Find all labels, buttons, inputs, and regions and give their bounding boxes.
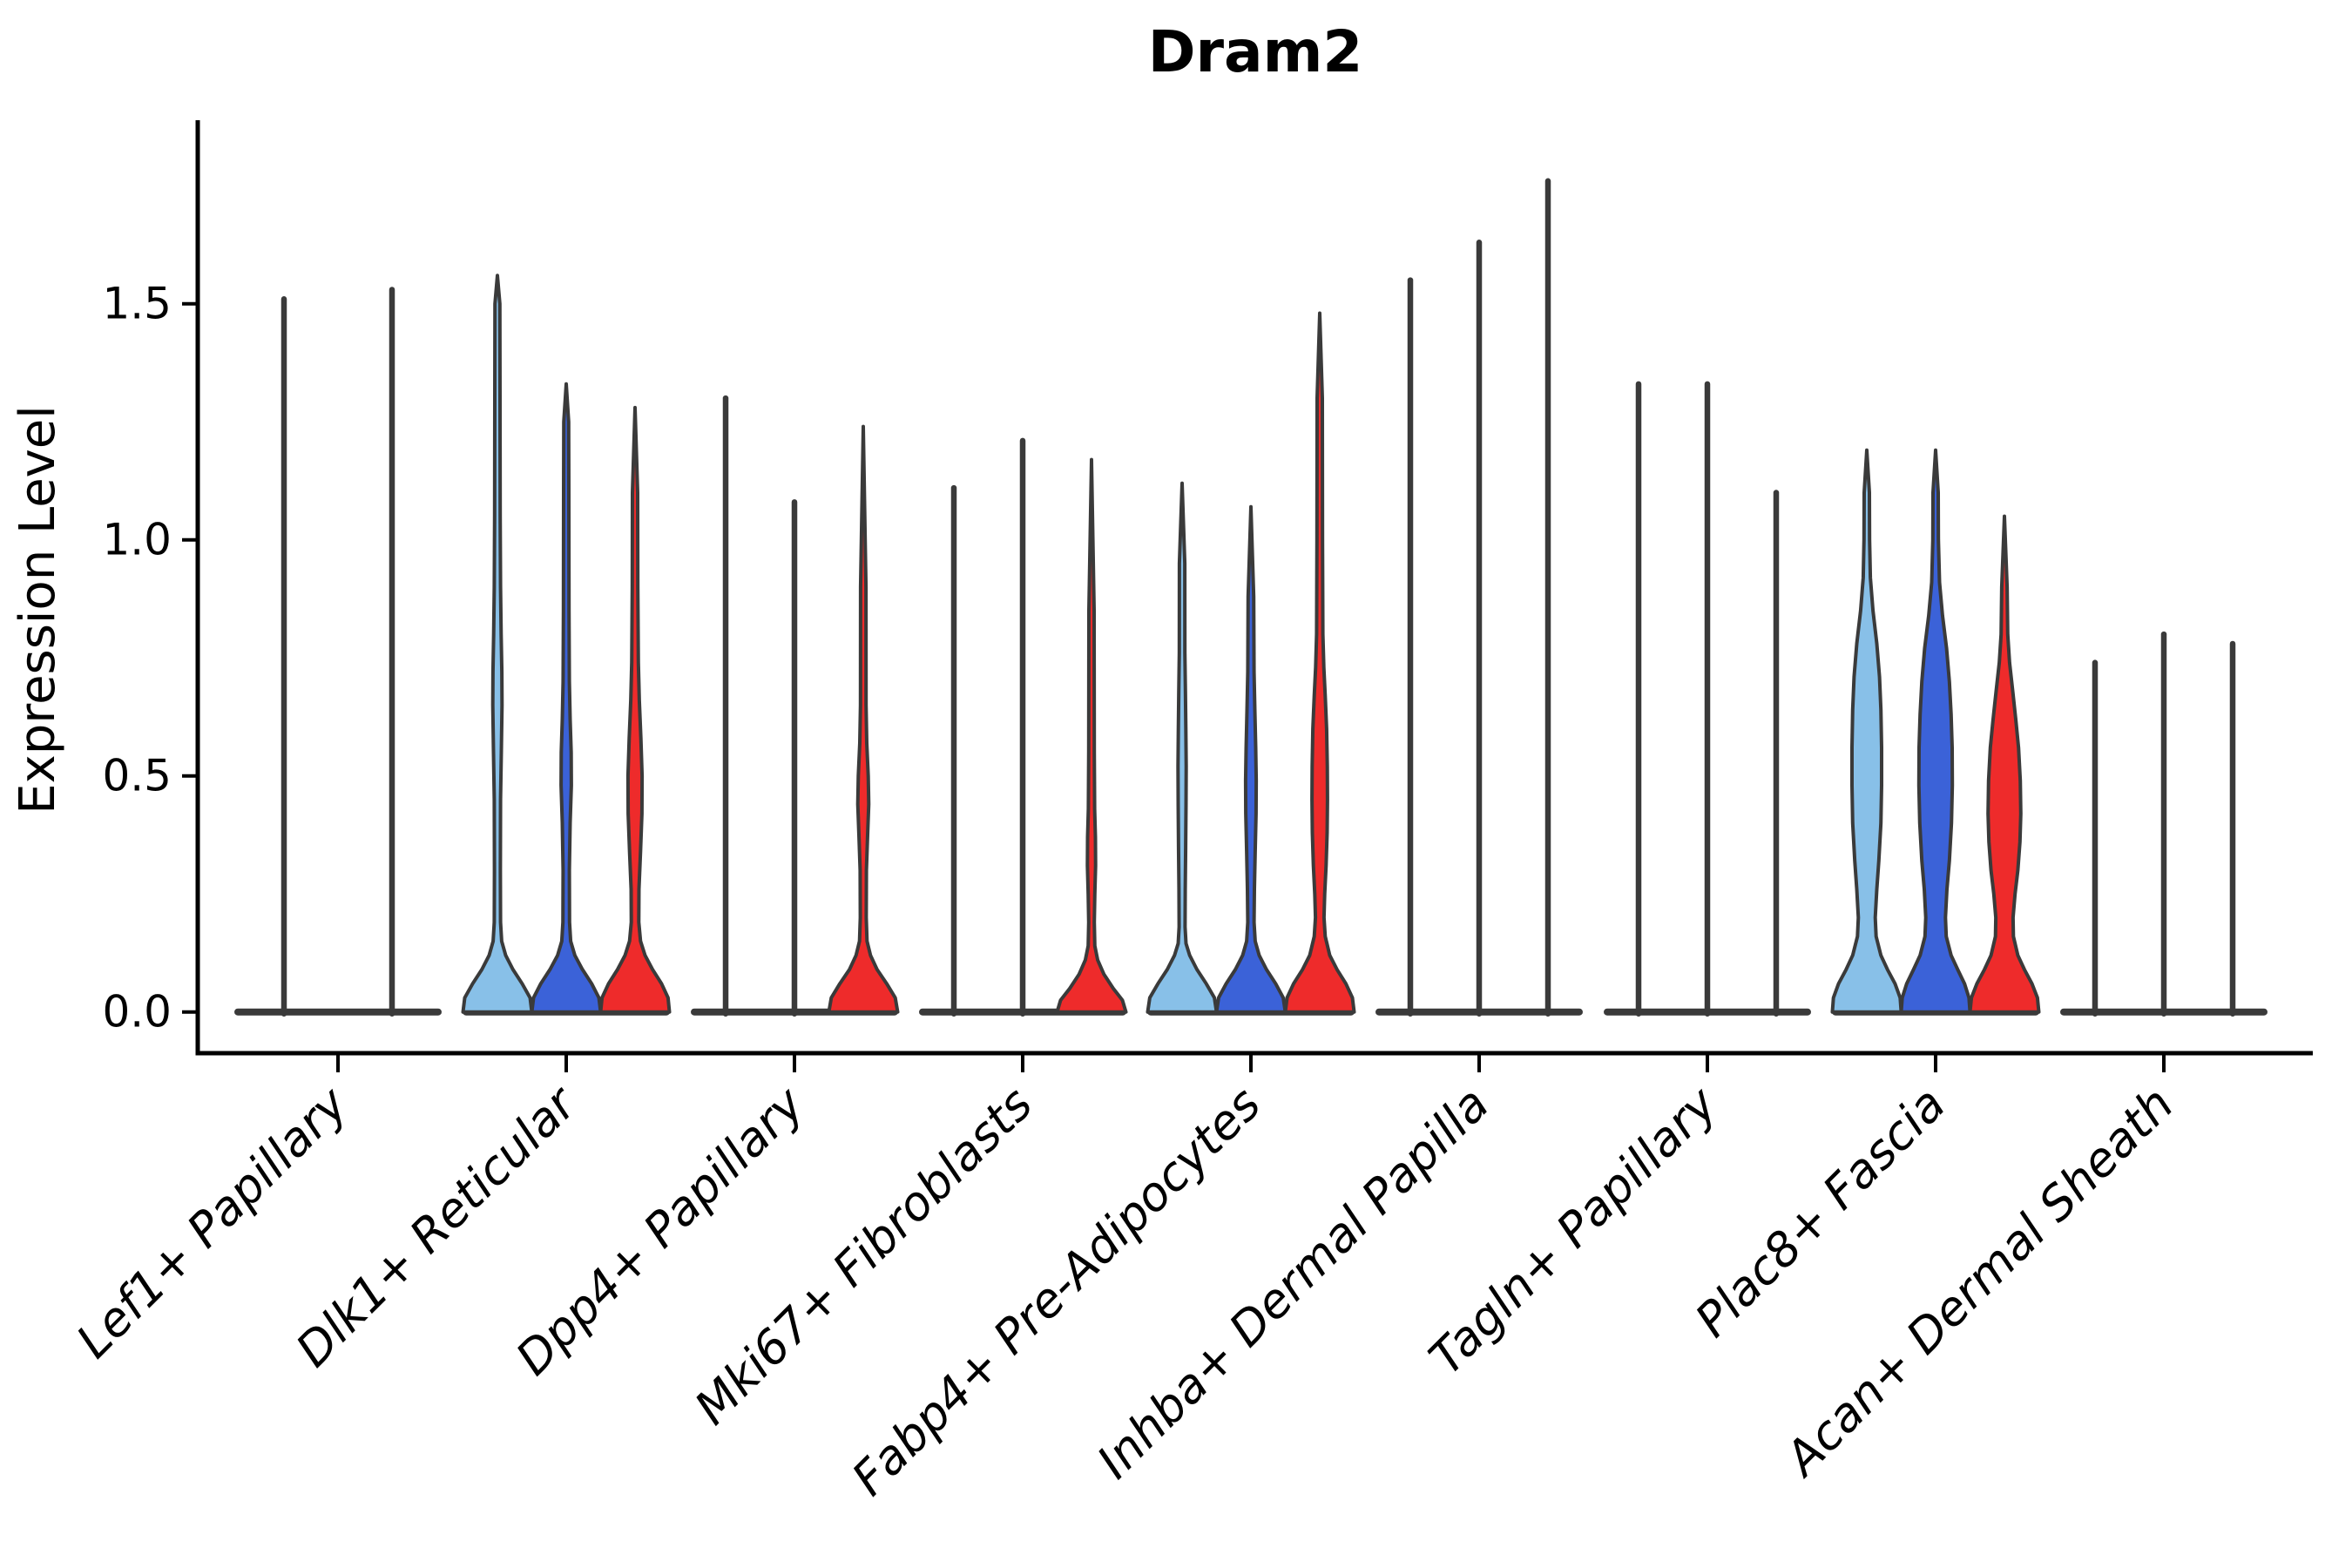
violin <box>1146 481 1219 1014</box>
y-tick-label: 0.0 <box>102 987 172 1037</box>
violin <box>461 274 534 1014</box>
x-tick-label: Inhba+ Dermal Papilla <box>1086 1077 1499 1490</box>
chart-title: Dram2 <box>1148 18 1363 85</box>
x-tick-label: Acan+ Dermal Sheath <box>1773 1077 2184 1488</box>
y-axis-label: Expression Level <box>10 405 66 814</box>
y-tick-label: 0.5 <box>102 751 172 801</box>
violin <box>530 382 603 1014</box>
violin-baseline <box>234 1008 442 1016</box>
violin <box>1899 448 1972 1014</box>
y-tick-label: 1.0 <box>102 515 172 565</box>
violin <box>827 424 900 1014</box>
x-tick-label: Fabp4+ Pre-Adipocytes <box>841 1077 1271 1506</box>
violin <box>1830 448 1903 1014</box>
axes: 0.0 0.5 1.0 1.5 <box>102 120 2313 1072</box>
violin <box>598 405 672 1014</box>
violin <box>1055 457 1128 1014</box>
violin <box>1214 504 1288 1014</box>
violin <box>1968 514 2041 1014</box>
y-tick-label: 1.5 <box>102 279 172 329</box>
violin <box>1283 311 1356 1014</box>
violins-layer <box>234 178 2268 1017</box>
